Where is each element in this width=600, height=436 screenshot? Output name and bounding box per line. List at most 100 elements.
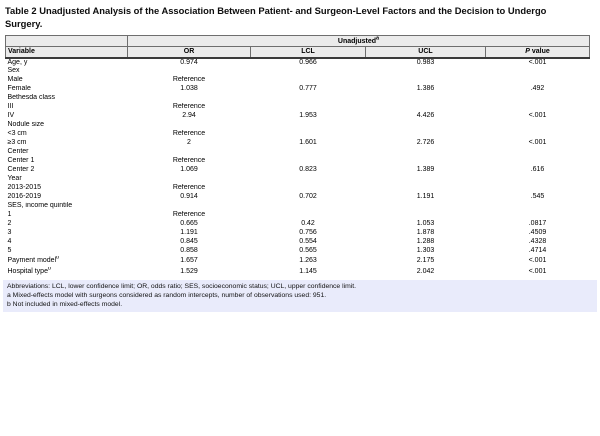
lcl-cell (251, 184, 366, 193)
or-cell: 0.665 (180, 220, 198, 227)
table-row: Center (6, 148, 590, 157)
variable-cell: Year (6, 175, 128, 184)
lcl-cell: 0.966 (299, 58, 317, 66)
lcl-cell: 1.263 (299, 257, 317, 264)
ucl-cell: 2.726 (416, 139, 435, 146)
table-row: Center 2 1.069 0.823 1.389 .616 (6, 166, 590, 175)
table-row: ≥3 cm 2 1.601 2.726 <.001 (6, 139, 590, 148)
or-cell: 1.529 (180, 268, 198, 275)
p-cell: <.001 (528, 112, 547, 119)
variable-cell: Center 2 (6, 166, 128, 175)
table-header: Unadjusteda Variable OR LCL UCL P value (5, 35, 590, 59)
or-cell: Reference (172, 130, 206, 137)
variable-label: Male (7, 76, 23, 83)
or-cell: 0.914 (180, 193, 198, 200)
lcl-cell: 1.145 (299, 268, 317, 275)
p-cell: .492 (530, 85, 545, 92)
ucl-cell: 1.288 (416, 238, 435, 245)
variable-cell: Sex (6, 67, 128, 76)
p-value-italic: P (525, 48, 530, 56)
variable-label: 2016-2019 (7, 193, 41, 200)
lcl-cell (251, 157, 366, 166)
table-row: Male Reference (6, 76, 590, 85)
or-cell: 2 (187, 139, 191, 146)
p-cell (486, 157, 590, 166)
variable-label: Center (7, 148, 29, 155)
variable-label: III (7, 103, 14, 110)
ucl-cell (366, 103, 486, 112)
or-cell: 1.069 (180, 166, 198, 173)
variable-label: Female (7, 85, 31, 92)
or-cell: 0.974 (180, 58, 198, 66)
p-cell (486, 184, 590, 193)
or-cell: 1.657 (180, 257, 198, 264)
unadjusted-label: Unadjusted (337, 37, 377, 45)
variable-label: Bethesda class (7, 94, 55, 101)
abbreviations-note: Abbreviations: LCL, lower confidence lim… (7, 282, 357, 290)
or-cell: Reference (172, 211, 206, 218)
table-body: Age, y 0.974 0.966 0.983 <.001 Sex Male Referen… (6, 58, 590, 278)
variable-cell: 5 (6, 247, 128, 256)
or-cell: 1.038 (180, 85, 198, 92)
variable-label: <3 cm (7, 130, 27, 137)
or-cell (128, 202, 251, 211)
lcl-cell (251, 175, 366, 184)
ucl-cell (366, 148, 486, 157)
p-cell (486, 121, 590, 130)
footnote-a: a Mixed-effects model with surgeons cons… (7, 291, 327, 299)
column-header-row: Variable OR LCL UCL P value (5, 46, 590, 59)
variable-label: Nodule size (7, 121, 45, 128)
ucl-cell (366, 157, 486, 166)
variable-label: SES, income quintile (7, 202, 73, 209)
table-row: 2 0.665 0.42 1.053 .0817 (6, 220, 590, 229)
ucl-cell: 4.426 (416, 112, 435, 119)
table-row: 5 0.858 0.565 1.303 .4714 (6, 247, 590, 256)
variable-cell: 2013-2015 (6, 184, 128, 193)
lcl-cell: 0.42 (301, 220, 315, 227)
ucl-cell: 1.389 (416, 166, 435, 173)
table-title: Table 2 Unadjusted Analysis of the Assoc… (5, 5, 547, 29)
variable-label: 5 (7, 247, 12, 254)
variable-label: ≥3 cm (7, 139, 27, 146)
or-cell: 0.845 (180, 238, 198, 245)
lcl-cell: 0.702 (299, 193, 317, 200)
variable-label: 4 (7, 238, 12, 245)
or-cell (128, 67, 251, 76)
variable-label: Center 2 (7, 166, 35, 173)
ucl-cell: 2.042 (416, 268, 435, 275)
p-cell: <.001 (528, 257, 547, 264)
or-cell: 1.191 (180, 229, 198, 236)
ucl-cell (366, 202, 486, 211)
variable-cell: Payment modelb (6, 256, 128, 267)
empty-header-cell (5, 35, 128, 47)
p-cell: .545 (530, 193, 545, 200)
footnote-marker-b: b (47, 266, 52, 272)
variable-cell: Bethesda class (6, 94, 128, 103)
table-row: Female 1.038 0.777 1.386 .492 (6, 85, 590, 94)
table-row: Bethesda class (6, 94, 590, 103)
variable-cell: Female (6, 85, 128, 94)
ucl-cell: 1.303 (416, 247, 435, 254)
or-cell (128, 175, 251, 184)
p-cell (486, 130, 590, 139)
p-cell (486, 94, 590, 103)
variable-label: 2 (7, 220, 12, 227)
p-cell: .616 (530, 166, 545, 173)
p-cell (486, 175, 590, 184)
lcl-cell: 0.823 (299, 166, 317, 173)
ucl-cell (366, 67, 486, 76)
column-header-pvalue: P value (485, 46, 590, 59)
table-row: Hospital typeb 1.529 1.145 2.042 <.001 (6, 267, 590, 278)
lcl-cell (251, 202, 366, 211)
p-cell: .4509 (528, 229, 547, 236)
variable-label: 3 (7, 229, 12, 236)
variable-cell: <3 cm (6, 130, 128, 139)
ucl-cell: 1.878 (416, 229, 435, 236)
variable-cell: III (6, 103, 128, 112)
lcl-cell (251, 121, 366, 130)
ucl-cell: 1.053 (416, 220, 435, 227)
p-cell (486, 103, 590, 112)
lcl-cell (251, 130, 366, 139)
lcl-cell: 1.953 (299, 112, 317, 119)
